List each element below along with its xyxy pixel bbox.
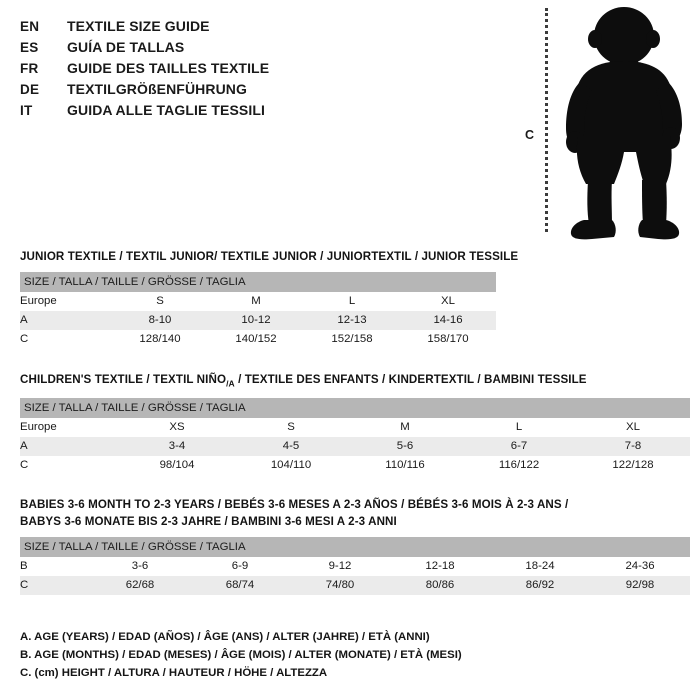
table-row: B 3-6 6-9 9-12 12-18 18-24 24-36 [20, 557, 691, 576]
junior-europe-col2: M [208, 292, 304, 311]
legend-line-a: A. AGE (YEARS) / EDAD (AÑOS) / ÂGE (ANS)… [20, 631, 430, 643]
language-title-de: TEXTILGRÖßENFÜHRUNG [67, 81, 248, 97]
children-a-col3: 5-6 [348, 437, 462, 457]
language-title-block: EN TEXTILE SIZE GUIDE ES GUÍA DE TALLAS … [20, 18, 490, 123]
babies-c-col6: 92/98 [590, 576, 691, 595]
children-europe-col2: S [234, 418, 348, 438]
children-europe-col5: XL [576, 418, 691, 438]
children-c-col4: 116/122 [462, 456, 576, 476]
babies-size-header-row: SIZE / TALLA / TAILLE / GRÖSSE / TAGLIA [20, 537, 691, 557]
section-title-children-prefix: CHILDREN'S TEXTILE / TEXTIL NIÑO [20, 373, 227, 386]
junior-a-col4: 14-16 [400, 311, 497, 330]
babies-c-col4: 80/86 [390, 576, 490, 595]
language-row-fr: FR GUIDE DES TAILLES TEXTILE [20, 60, 490, 81]
junior-size-header-label: SIZE / TALLA / TAILLE / GRÖSSE / TAGLIA [20, 272, 497, 292]
language-title-fr: GUIDE DES TAILLES TEXTILE [67, 60, 270, 76]
children-europe-col3: M [348, 418, 462, 438]
junior-row-europe-label: Europe [20, 292, 112, 311]
junior-c-col3: 152/158 [304, 330, 400, 349]
children-row-a-label: A [20, 437, 120, 457]
babies-c-col3: 74/80 [290, 576, 390, 595]
children-europe-col1: XS [120, 418, 234, 438]
table-row: A 3-4 4-5 5-6 6-7 7-8 [20, 437, 691, 457]
children-c-col2: 104/110 [234, 456, 348, 476]
babies-b-col3: 9-12 [290, 557, 390, 576]
height-measure-label: C [525, 128, 535, 142]
measurement-legend: A. AGE (YEARS) / EDAD (AÑOS) / ÂGE (ANS)… [20, 628, 620, 682]
children-size-table: SIZE / TALLA / TAILLE / GRÖSSE / TAGLIA … [20, 398, 691, 476]
children-row-europe-label: Europe [20, 418, 120, 438]
babies-row-b-label: B [20, 557, 90, 576]
children-c-col3: 110/116 [348, 456, 462, 476]
junior-row-c-label: C [20, 330, 112, 349]
language-title-es: GUÍA DE TALLAS [67, 39, 185, 55]
table-row: Europe S M L XL [20, 292, 497, 311]
children-a-col5: 7-8 [576, 437, 691, 457]
babies-size-table: SIZE / TALLA / TAILLE / GRÖSSE / TAGLIA … [20, 537, 691, 595]
babies-b-col5: 18-24 [490, 557, 590, 576]
babies-b-col4: 12-18 [390, 557, 490, 576]
children-a-col1: 3-4 [120, 437, 234, 457]
junior-a-col3: 12-13 [304, 311, 400, 330]
table-row: C 62/68 68/74 74/80 80/86 86/92 92/98 [20, 576, 691, 595]
section-title-junior: JUNIOR TEXTILE / TEXTIL JUNIOR/ TEXTILE … [20, 250, 519, 263]
language-code-fr: FR [20, 61, 39, 76]
babies-size-header-label: SIZE / TALLA / TAILLE / GRÖSSE / TAGLIA [20, 537, 691, 557]
junior-size-header-row: SIZE / TALLA / TAILLE / GRÖSSE / TAGLIA [20, 272, 497, 292]
table-row: Europe XS S M L XL [20, 418, 691, 438]
children-size-header-row: SIZE / TALLA / TAILLE / GRÖSSE / TAGLIA [20, 398, 691, 419]
section-title-babies-line2: BABYS 3-6 MONATE BIS 2-3 JAHRE / BAMBINI… [20, 515, 397, 528]
table-row: C 128/140 140/152 152/158 158/170 [20, 330, 497, 349]
section-babies-textile: BABIES 3-6 MONTH TO 2-3 YEARS / BEBÉS 3-… [20, 497, 691, 595]
language-row-en: EN TEXTILE SIZE GUIDE [20, 18, 490, 39]
junior-europe-col3: L [304, 292, 400, 311]
section-title-babies-line1: BABIES 3-6 MONTH TO 2-3 YEARS / BEBÉS 3-… [20, 498, 569, 511]
babies-b-col6: 24-36 [590, 557, 691, 576]
language-row-it: IT GUIDA ALLE TAGLIE TESSILI [20, 102, 490, 123]
junior-c-col4: 158/170 [400, 330, 497, 349]
junior-a-col1: 8-10 [112, 311, 208, 330]
children-c-col5: 122/128 [576, 456, 691, 476]
language-row-es: ES GUÍA DE TALLAS [20, 39, 490, 60]
children-a-col4: 6-7 [462, 437, 576, 457]
language-row-de: DE TEXTILGRÖßENFÜHRUNG [20, 81, 490, 102]
language-code-it: IT [20, 103, 33, 118]
babies-b-col1: 3-6 [90, 557, 190, 576]
language-title-it: GUIDA ALLE TAGLIE TESSILI [67, 102, 265, 118]
language-code-de: DE [20, 82, 40, 97]
children-c-col1: 98/104 [120, 456, 234, 476]
babies-c-col5: 86/92 [490, 576, 590, 595]
junior-europe-col4: XL [400, 292, 497, 311]
children-size-header-label: SIZE / TALLA / TAILLE / GRÖSSE / TAGLIA [20, 398, 691, 419]
legend-line-b: B. AGE (MONTHS) / EDAD (MESES) / ÂGE (MO… [20, 649, 462, 661]
junior-row-a-label: A [20, 311, 112, 330]
section-title-children-suffix: / TEXTILE DES ENFANTS / KINDERTEXTIL / B… [234, 373, 587, 386]
junior-europe-col1: S [112, 292, 208, 311]
babies-c-col2: 68/74 [190, 576, 290, 595]
junior-c-col1: 128/140 [112, 330, 208, 349]
section-title-children: CHILDREN'S TEXTILE / TEXTIL NIÑO/A / TEX… [20, 372, 690, 391]
children-a-col2: 4-5 [234, 437, 348, 457]
legend-line-c: C. (cm) HEIGHT / ALTURA / HAUTEUR / HÖHE… [20, 667, 328, 679]
children-europe-col4: L [462, 418, 576, 438]
babies-b-col2: 6-9 [190, 557, 290, 576]
height-dashed-line [545, 8, 548, 232]
section-childrens-textile: CHILDREN'S TEXTILE / TEXTIL NIÑO/A / TEX… [20, 372, 691, 476]
language-code-es: ES [20, 40, 39, 55]
junior-size-table: SIZE / TALLA / TAILLE / GRÖSSE / TAGLIA … [20, 272, 497, 349]
junior-c-col2: 140/152 [208, 330, 304, 349]
babies-c-col1: 62/68 [90, 576, 190, 595]
junior-a-col2: 10-12 [208, 311, 304, 330]
babies-row-c-label: C [20, 576, 90, 595]
section-title-children-sub: /A [226, 378, 235, 389]
table-row: A 8-10 10-12 12-13 14-16 [20, 311, 497, 330]
language-title-en: TEXTILE SIZE GUIDE [67, 18, 210, 34]
toddler-silhouette-icon [566, 7, 682, 240]
height-illustration: C [512, 0, 700, 245]
children-row-c-label: C [20, 456, 120, 476]
section-junior-textile: JUNIOR TEXTILE / TEXTIL JUNIOR/ TEXTILE … [20, 249, 519, 349]
language-code-en: EN [20, 19, 40, 34]
table-row: C 98/104 104/110 110/116 116/122 122/128 [20, 456, 691, 476]
